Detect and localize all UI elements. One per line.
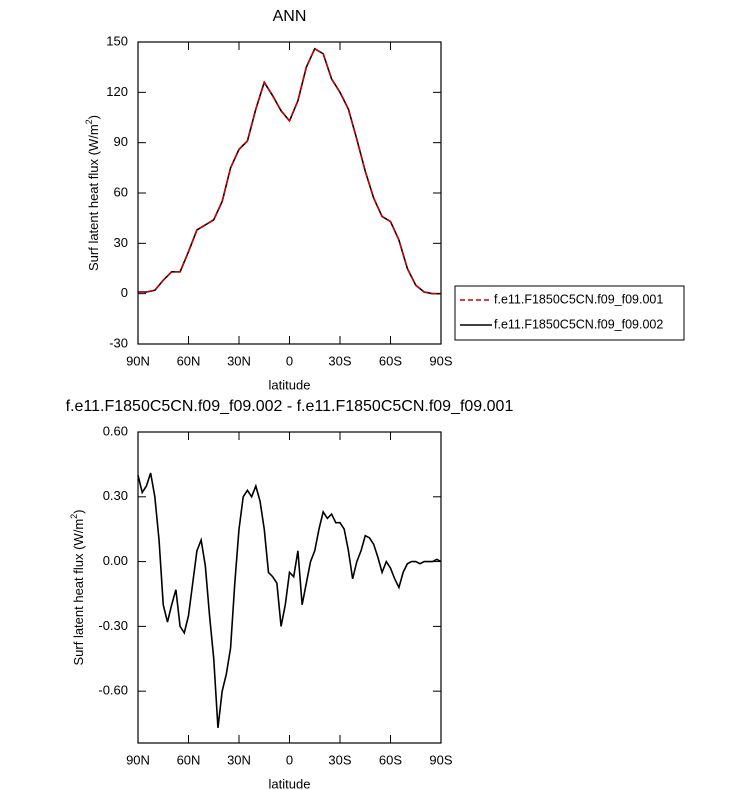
y-tick-label: 30 [114, 235, 128, 250]
chart-title: f.e11.F1850C5CN.f09_f09.002 - f.e11.F185… [66, 398, 514, 415]
x-axis-label: latitude [269, 776, 311, 790]
y-tick-label: 0 [121, 285, 128, 300]
y-axis-label-part: 2 [69, 514, 79, 519]
x-tick-label: 60N [177, 752, 201, 767]
x-axis-label: latitude [269, 377, 311, 392]
x-tick-label: 90S [429, 353, 452, 368]
y-axis-label-part: ) [86, 115, 101, 119]
y-tick-label: 120 [106, 84, 128, 99]
y-axis-label-part: ) [71, 509, 86, 513]
x-tick-label: 30N [227, 353, 251, 368]
x-tick-label: 0 [286, 353, 293, 368]
x-tick-label: 90S [429, 752, 452, 767]
plot-frame [137, 41, 442, 345]
x-tick-label: 30S [328, 353, 351, 368]
y-tick-label: 0.00 [103, 553, 128, 568]
plot-frame [137, 431, 442, 744]
y-tick-label: 60 [114, 184, 128, 199]
data-line [138, 47, 441, 295]
y-tick-label: 90 [114, 134, 128, 149]
y-axis-label: Surf latent heat flux (W/m2) [84, 115, 101, 271]
x-tick-label: 60N [177, 353, 201, 368]
x-tick-label: 90N [126, 353, 150, 368]
x-tick-label: 0 [286, 752, 293, 767]
data-line [137, 472, 442, 728]
legend-box [454, 285, 685, 341]
x-tick-label: 90N [126, 752, 150, 767]
y-tick-label: -30 [109, 335, 128, 350]
y-tick-label: 0.60 [103, 423, 128, 438]
x-tick-label: 30N [227, 752, 251, 767]
x-tick-label: 60S [379, 353, 402, 368]
y-tick-label: -0.30 [98, 618, 128, 633]
y-tick-label: 150 [106, 33, 128, 48]
y-axis-label-part: Surf latent heat flux (W/m [86, 124, 101, 271]
y-tick-label: 0.30 [103, 488, 128, 503]
y-axis-label: Surf latent heat flux (W/m2) [69, 509, 86, 665]
y-axis-label-part: Surf latent heat flux (W/m [71, 519, 86, 666]
chart-title: ANN [273, 8, 307, 25]
data-line [138, 47, 441, 295]
legend-label: f.e11.F1850C5CN.f09_f09.001 [494, 292, 663, 306]
y-tick-label: -0.60 [98, 683, 128, 698]
x-tick-label: 60S [379, 752, 402, 767]
y-axis-label-part: 2 [84, 119, 94, 124]
legend-label: f.e11.F1850C5CN.f09_f09.002 [494, 317, 663, 331]
x-tick-label: 30S [328, 752, 351, 767]
